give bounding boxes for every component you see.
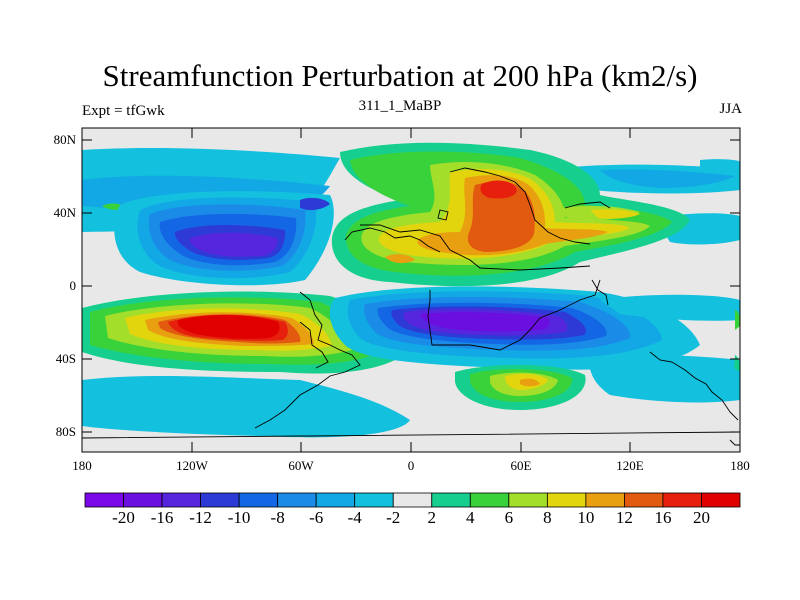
colorbar-swatch bbox=[624, 492, 664, 508]
colorbar-label: -20 bbox=[112, 508, 135, 527]
colorbar-label: 16 bbox=[654, 508, 672, 527]
x-tick-label: 180 bbox=[72, 458, 92, 473]
colorbar-label: 4 bbox=[466, 508, 475, 527]
colorbar-label: 8 bbox=[543, 508, 552, 527]
colorbar-swatch bbox=[315, 492, 356, 508]
colorbar-swatch bbox=[161, 492, 201, 508]
colorbar-label: -12 bbox=[189, 508, 212, 527]
y-tick-label: 40N bbox=[53, 205, 76, 220]
colorbar-label: 20 bbox=[692, 508, 710, 527]
colorbar-label: 12 bbox=[615, 508, 633, 527]
southern-ocean-high bbox=[455, 364, 586, 410]
south-indian-low bbox=[329, 286, 700, 370]
colorbar-swatch bbox=[392, 492, 433, 508]
colorbar-swatch bbox=[200, 492, 240, 508]
colorbar-label: 6 bbox=[504, 508, 514, 527]
colorbar-swatch bbox=[123, 492, 163, 508]
colorbar-label: 10 bbox=[577, 508, 595, 527]
colorbar-label: -2 bbox=[386, 508, 401, 527]
colorbar-swatch bbox=[277, 492, 317, 508]
south-negative-bands bbox=[82, 294, 740, 438]
x-tick-label: 60W bbox=[288, 458, 314, 473]
colorbar-label: -6 bbox=[309, 508, 324, 527]
colorbar-swatch bbox=[84, 492, 124, 508]
coastlines bbox=[82, 167, 740, 446]
colorbar-label: -16 bbox=[150, 508, 174, 527]
experiment-label: Expt = tfGwk bbox=[82, 103, 165, 119]
colorbar-label: 2 bbox=[427, 508, 437, 527]
x-tick-label: 180 bbox=[730, 458, 750, 473]
colorbar-swatch bbox=[662, 492, 702, 508]
x-tick-label: 120E bbox=[616, 458, 644, 473]
x-tick-label: 60E bbox=[510, 458, 532, 473]
north-pacific-low bbox=[114, 191, 334, 286]
contour-field bbox=[82, 128, 740, 452]
colorbar bbox=[84, 492, 741, 508]
colorbar-swatch bbox=[431, 492, 471, 508]
colorbar-label: -8 bbox=[270, 508, 285, 527]
eurasia-high bbox=[331, 142, 690, 287]
colorbar-label: -4 bbox=[347, 508, 362, 527]
y-tick-label: 80N bbox=[53, 132, 76, 147]
colorbar-swatch bbox=[354, 492, 394, 508]
chart-title: Streamfunction Perturbation at 200 hPa (… bbox=[102, 58, 698, 93]
x-tick-label: 0 bbox=[407, 458, 415, 473]
case-label: 311_1_MaBP bbox=[358, 98, 442, 114]
colorbar-label: -10 bbox=[227, 508, 251, 527]
colorbar-swatch bbox=[508, 492, 548, 508]
axis-ticks bbox=[82, 128, 740, 452]
colorbar-swatch bbox=[585, 492, 625, 508]
y-tick-label: 40S bbox=[55, 351, 76, 366]
y-tick-label: 80S bbox=[55, 424, 76, 439]
season-label: JJA bbox=[719, 101, 742, 117]
y-tick-label: 0 bbox=[69, 278, 77, 293]
x-tick-label: 120W bbox=[176, 458, 208, 473]
south-pacific-high bbox=[82, 291, 395, 374]
colorbar-swatch bbox=[546, 492, 587, 508]
colorbar-swatch bbox=[469, 492, 510, 508]
colorbar-swatch bbox=[701, 492, 741, 508]
colorbar-swatch bbox=[238, 492, 279, 508]
